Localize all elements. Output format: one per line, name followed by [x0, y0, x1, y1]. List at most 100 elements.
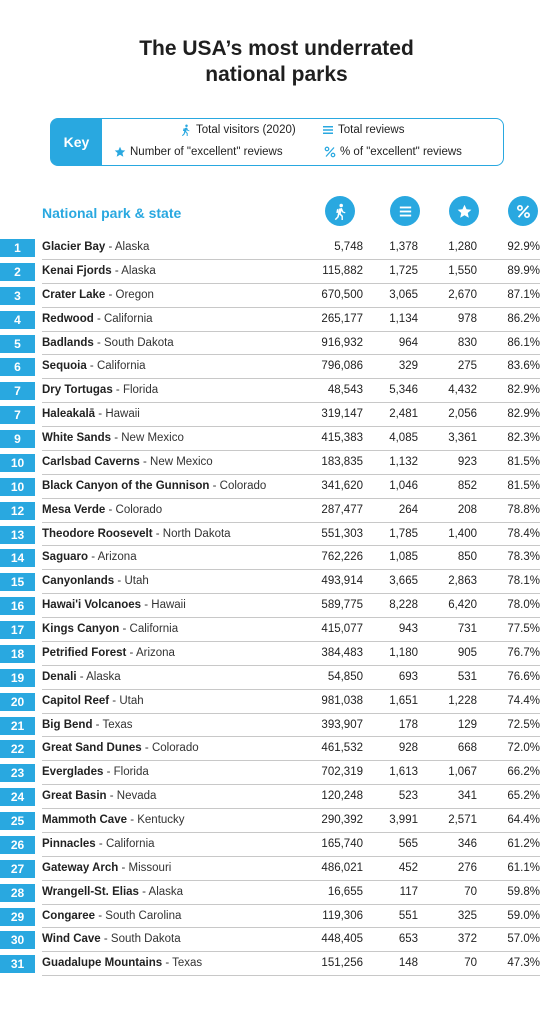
reviews-cell: 1,180: [389, 646, 418, 659]
reviews-cell: 2,481: [389, 408, 418, 421]
pct-cell: 76.6%: [507, 670, 540, 683]
excellent-cell: 346: [457, 837, 477, 850]
reviews-cell: 264: [398, 503, 418, 516]
park-cell: Badlands - South Dakota: [42, 337, 174, 349]
park-cell: Saguaro - Arizona: [42, 551, 137, 563]
pct-cell: 64.4%: [507, 814, 540, 826]
pct-cell: 65.2%: [507, 790, 540, 803]
excellent-cell: 923: [457, 455, 477, 468]
visitors-cell: 702,319: [321, 766, 363, 779]
park-name: Big Bend: [42, 718, 93, 731]
rank-badge: 19: [0, 668, 35, 687]
park-name: Wrangell-St. Elias: [42, 885, 139, 898]
rank-badge: 7: [0, 406, 35, 425]
table-row: 3 Crater Lake - Oregon 670,500 3,065 2,670 87…: [0, 284, 553, 308]
table-row: 25 Mammoth Cave - Kentucky 290,392 3,991 2,5…: [0, 809, 553, 833]
excellent-cell: 731: [457, 623, 477, 635]
park-cell: Pinnacles - California: [42, 838, 155, 850]
excellent-cell: 978: [457, 312, 477, 325]
excellent-cell: 341: [457, 790, 477, 803]
table-row: 22 Great Sand Dunes - Colorado 461,532 928 6…: [0, 737, 553, 762]
row-divider: [42, 521, 540, 523]
table-row: 9 White Sands - New Mexico 415,383 4,085 3,3…: [0, 427, 553, 451]
excellent-cell: 531: [457, 670, 477, 683]
header-visitors: [325, 196, 355, 226]
excellent-cell: 1,228: [448, 694, 477, 707]
star-icon: [114, 146, 126, 157]
rank-badge: 31: [0, 955, 35, 974]
park-name: Black Canyon of the Gunnison: [42, 479, 210, 492]
visitors-cell: 265,177: [321, 312, 363, 325]
row-divider: [42, 402, 540, 404]
excellent-cell: 70: [464, 957, 477, 970]
pct-cell: 87.1%: [507, 288, 540, 301]
state-name: - California: [93, 312, 153, 325]
park-name: Kings Canyon: [42, 623, 120, 635]
reviews-cell: 148: [398, 957, 418, 970]
park-name: Theodore Roosevelt: [42, 527, 153, 540]
park-cell: Mammoth Cave - Kentucky: [42, 814, 185, 826]
row-divider: [42, 378, 540, 380]
park-name: Everglades: [42, 766, 104, 779]
visitors-cell: 48,543: [327, 384, 363, 397]
rank-badge: 17: [0, 621, 35, 639]
state-name: - South Dakota: [93, 336, 174, 349]
state-text: Utah: [119, 694, 144, 707]
row-divider: [42, 688, 540, 690]
reviews-cell: 1,134: [389, 312, 418, 325]
visitors-cell: 551,303: [321, 527, 363, 540]
pct-cell: 59.8%: [507, 885, 540, 898]
reviews-cell: 4,085: [389, 432, 418, 444]
visitors-cell: 54,850: [327, 670, 363, 683]
state-name: - Hawaii: [95, 408, 140, 421]
park-name: Gateway Arch: [42, 861, 119, 874]
park-cell: Theodore Roosevelt - North Dakota: [42, 528, 231, 540]
park-name: Kenai Fjords: [42, 264, 112, 277]
visitors-cell: 415,077: [321, 623, 363, 635]
state-text: Hawaii: [105, 408, 140, 421]
row-divider: [42, 736, 540, 738]
chart-title: The USA’s most underrated national parks: [0, 36, 553, 88]
pct-cell: 78.1%: [507, 575, 540, 588]
header-reviews: [390, 196, 420, 226]
table-row: 21 Big Bend - Texas 393,907 178 129 72.5%: [0, 714, 553, 738]
state-text: Texas: [172, 957, 203, 970]
visitors-cell: 16,655: [327, 885, 363, 898]
park-cell: Black Canyon of the Gunnison - Colorado: [42, 480, 266, 492]
star-icon: [457, 204, 471, 218]
row-divider: [42, 927, 540, 929]
table-row: 5 Badlands - South Dakota 916,932 964 830 86.…: [0, 332, 553, 356]
park-cell: Great Basin - Nevada: [42, 790, 156, 802]
park-name: Guadalupe Mountains: [42, 957, 163, 970]
park-name: Great Sand Dunes: [42, 742, 142, 755]
excellent-cell: 372: [457, 933, 477, 946]
key-excellent-label: Number of "excellent" reviews: [130, 146, 283, 158]
visitors-cell: 319,147: [321, 408, 363, 421]
table-row: 10 Carlsbad Caverns - New Mexico 183,835 1,…: [0, 451, 553, 475]
park-cell: Crater Lake - Oregon: [42, 289, 154, 301]
visitors-cell: 461,532: [321, 742, 363, 755]
row-divider: [42, 951, 540, 953]
column-header-park: National park & state: [42, 205, 182, 221]
rank-badge: 22: [0, 740, 35, 759]
table-row: 12 Mesa Verde - Colorado 287,477 264 208 78.8…: [0, 499, 553, 523]
table-row: 14 Saguaro - Arizona 762,226 1,085 850 78.3%: [0, 546, 553, 571]
visitors-cell: 384,483: [321, 646, 363, 659]
row-divider: [42, 593, 540, 595]
park-name: Carlsbad Caverns: [42, 455, 140, 468]
state-name: - Arizona: [88, 551, 137, 564]
row-divider: [42, 473, 540, 475]
reviews-cell: 3,665: [389, 575, 418, 588]
state-name: - Kentucky: [127, 814, 185, 826]
state-text: Arizona: [97, 551, 137, 564]
header-excellent: [449, 196, 479, 226]
table-row: 17 Kings Canyon - California 415,077 943 731…: [0, 618, 553, 642]
park-cell: Big Bend - Texas: [42, 719, 133, 731]
state-name: - Florida: [103, 766, 149, 779]
rank-badge: 9: [0, 430, 35, 448]
rank-badge: 10: [0, 477, 35, 496]
park-cell: Wrangell-St. Elias - Alaska: [42, 886, 183, 898]
state-name: - New Mexico: [139, 455, 213, 468]
state-name: - California: [95, 837, 155, 850]
park-cell: Hawai'i Volcanoes - Hawaii: [42, 599, 186, 611]
